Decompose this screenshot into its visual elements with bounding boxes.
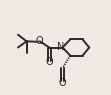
Text: N: N xyxy=(57,42,64,52)
Text: O: O xyxy=(46,57,53,67)
Text: O: O xyxy=(36,36,43,46)
Text: O: O xyxy=(59,78,66,88)
